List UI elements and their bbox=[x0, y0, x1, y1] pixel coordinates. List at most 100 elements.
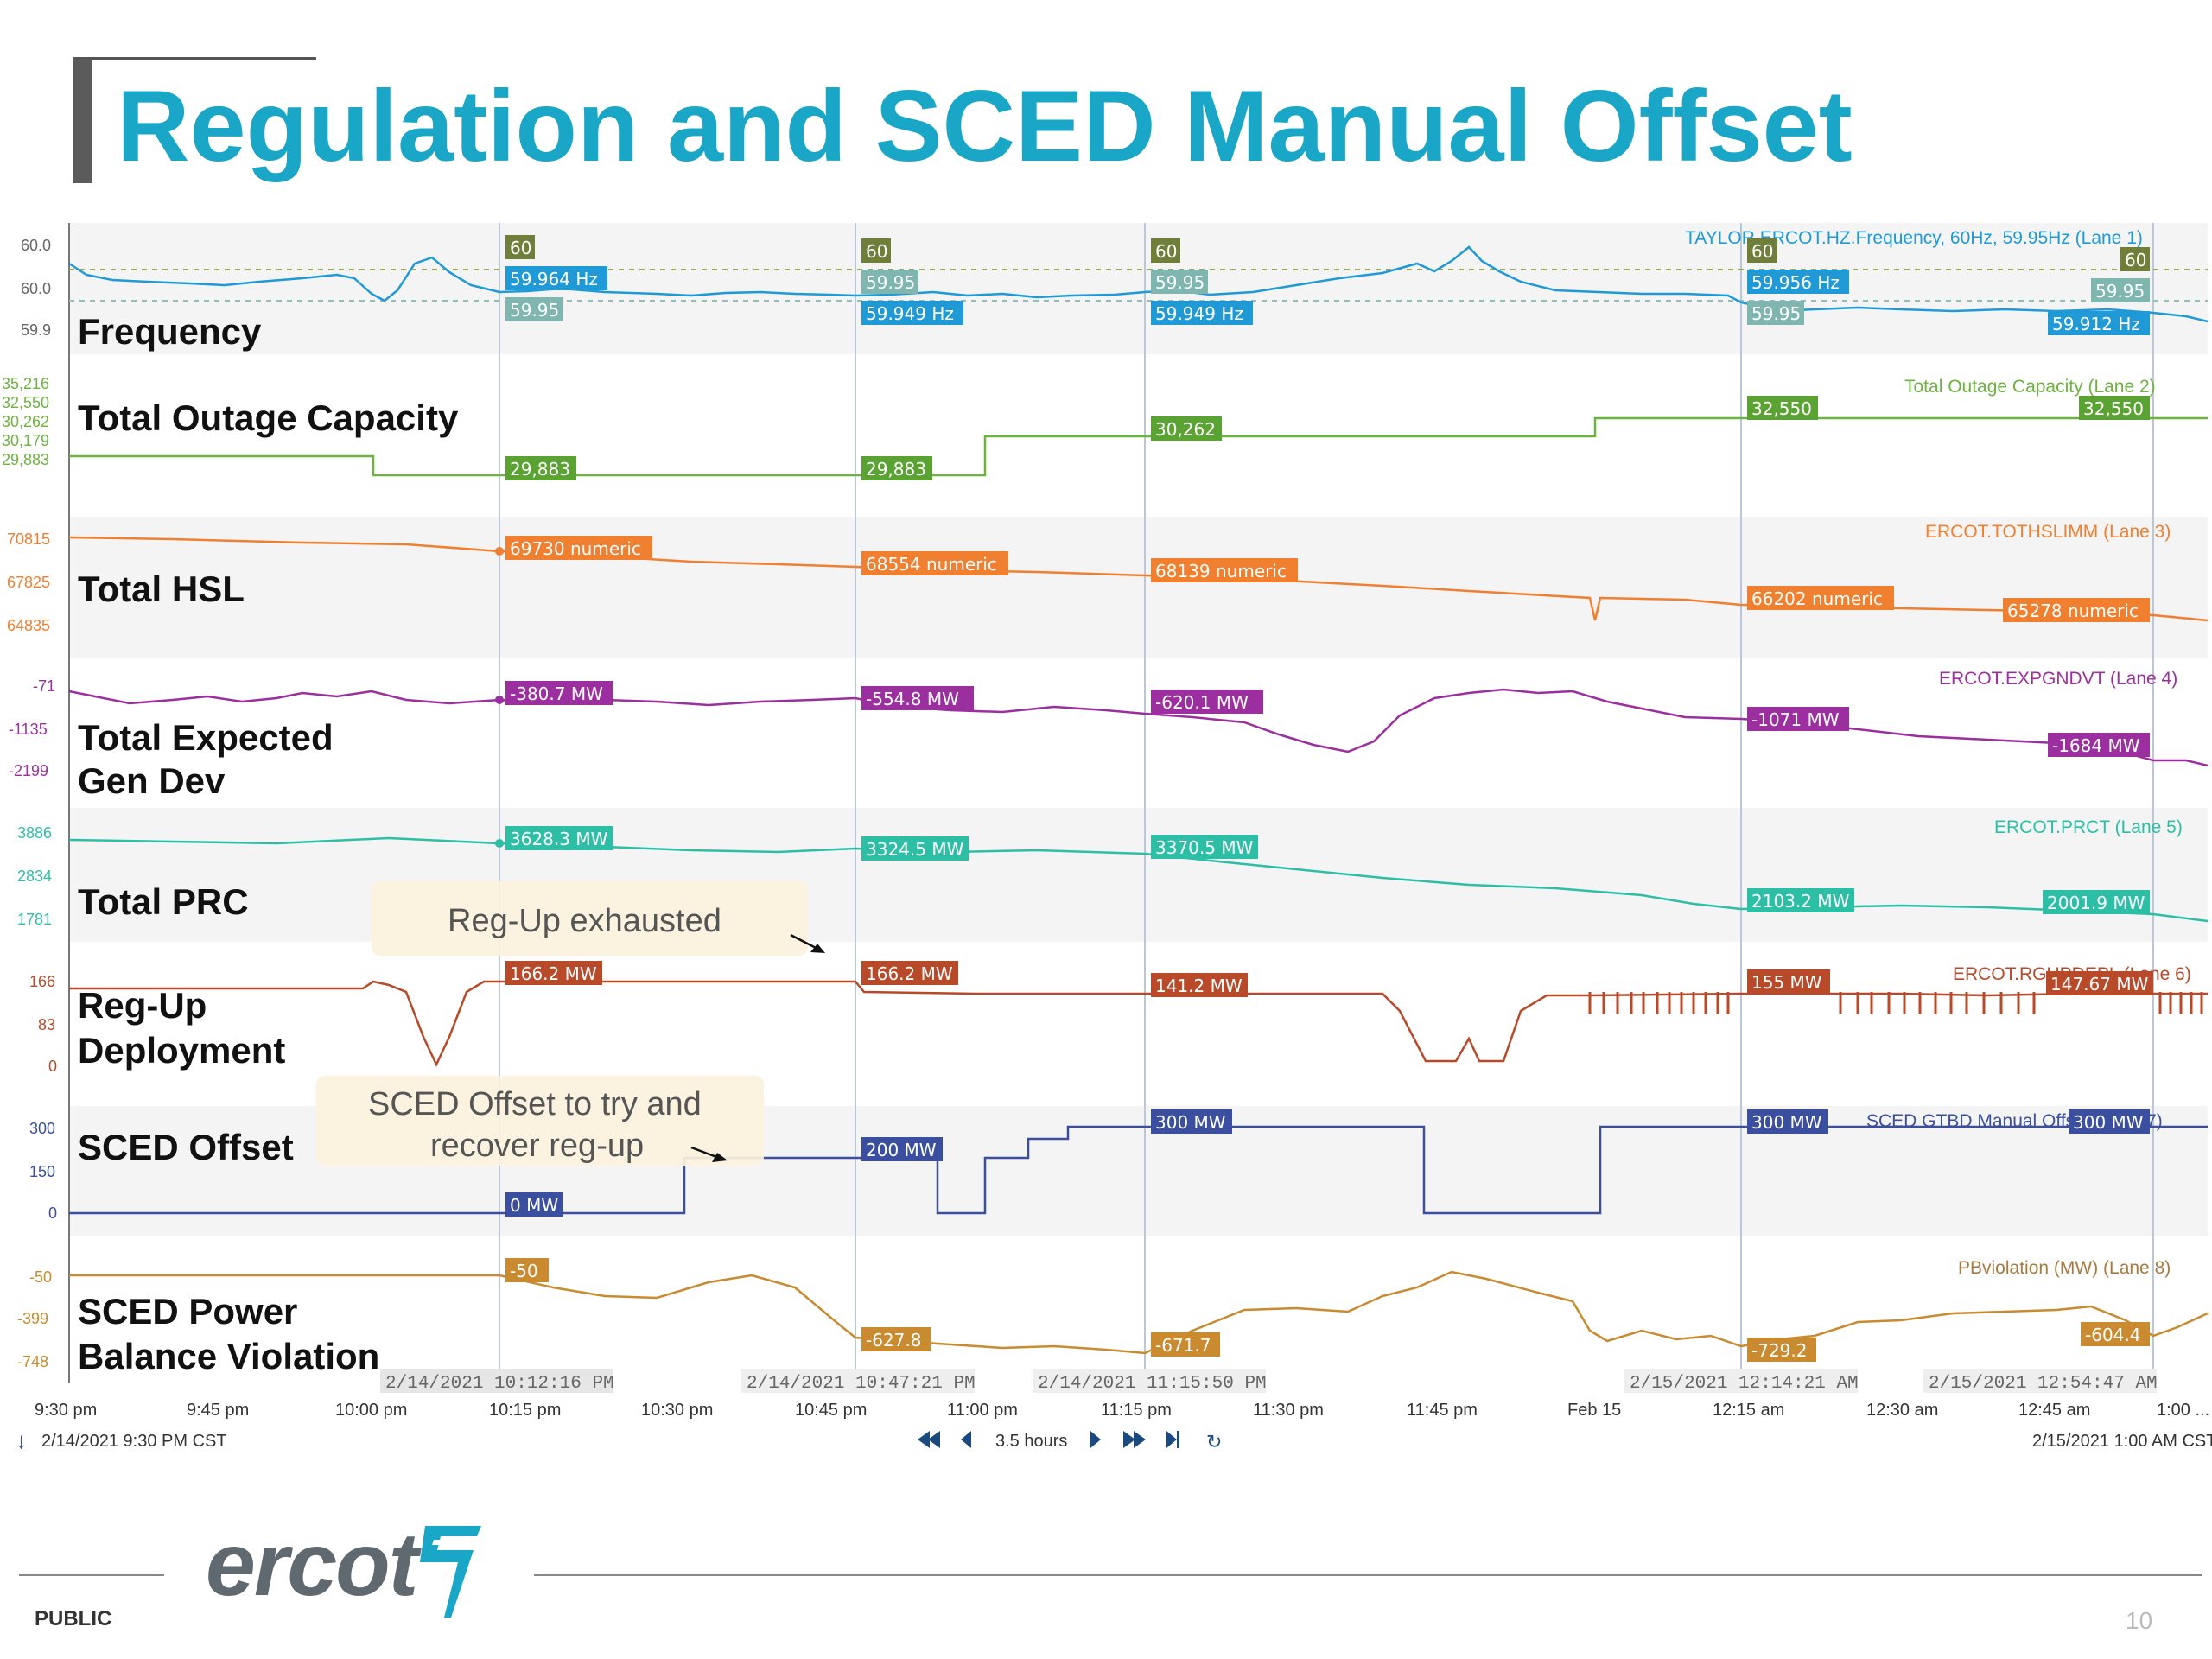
annotation-arrowhead bbox=[810, 944, 825, 953]
lane-title-prc: Total PRC bbox=[78, 881, 249, 922]
lane-frequency[interactable]: 60.0 60.0 59.9 Frequency TAYLOR.ERCOT.HZ… bbox=[21, 228, 2209, 352]
time-tick: 11:45 pm bbox=[1407, 1401, 1478, 1420]
time-tick: 11:30 pm bbox=[1253, 1401, 1324, 1420]
step-forward-icon[interactable] bbox=[1090, 1431, 1101, 1448]
trend-chart[interactable]: 60.0 60.0 59.9 Frequency TAYLOR.ERCOT.HZ… bbox=[0, 218, 2212, 1462]
svg-text:-620.1 MW: -620.1 MW bbox=[1155, 692, 1249, 713]
flag: 60 bbox=[1151, 238, 1180, 263]
flag: 3324.5 MW bbox=[861, 836, 969, 861]
flag: -604.4 bbox=[2081, 1322, 2150, 1346]
flag: 59.949 Hz bbox=[1151, 301, 1253, 325]
flag: 68554 numeric bbox=[861, 551, 1008, 575]
lane-prc[interactable]: 3886 2834 1781 Total PRC ERCOT.PRCT (Lan… bbox=[17, 817, 2209, 956]
flag: 32,550 bbox=[1747, 396, 1818, 420]
svg-text:0 MW: 0 MW bbox=[510, 1195, 558, 1216]
lane-regup[interactable]: 166 83 0 Reg-Up Deployment ERCOT.RGUPDEP… bbox=[29, 961, 2208, 1075]
flag: 3628.3 MW bbox=[505, 826, 613, 850]
cursor-label: 2/15/2021 12:54:47 AM bbox=[1929, 1374, 2158, 1394]
y-tick: 67825 bbox=[7, 574, 50, 591]
y-tick: 30,179 bbox=[2, 432, 49, 449]
flag: -1071 MW bbox=[1747, 707, 1849, 731]
cursor-label: 2/15/2021 12:14:21 AM bbox=[1630, 1374, 1859, 1394]
annotation-sced-offset-line1: SCED Offset to try and bbox=[368, 1086, 702, 1122]
svg-text:-554.8 MW: -554.8 MW bbox=[866, 689, 959, 709]
svg-text:29,883: 29,883 bbox=[510, 459, 570, 480]
rewind-fast-icon[interactable] bbox=[918, 1431, 930, 1448]
flag: 60 bbox=[861, 238, 891, 263]
time-tick: 9:30 pm bbox=[35, 1401, 97, 1420]
lane-pbv[interactable]: -50 -399 -748 SCED Power Balance Violati… bbox=[17, 1258, 2209, 1376]
lane-outage[interactable]: 35,216 32,550 30,262 30,179 29,883 Total… bbox=[2, 375, 2208, 480]
svg-text:3370.5 MW: 3370.5 MW bbox=[1155, 837, 1254, 858]
forward-fast-icon-b bbox=[1134, 1431, 1146, 1448]
flag: 59.949 Hz bbox=[861, 301, 963, 325]
step-back-icon[interactable] bbox=[961, 1431, 971, 1448]
lane-legend-gen-dev: ERCOT.EXPGNDVT (Lane 4) bbox=[1939, 669, 2177, 689]
jump-end-bar bbox=[1177, 1431, 1179, 1448]
svg-text:-50: -50 bbox=[510, 1261, 538, 1281]
svg-text:-380.7 MW: -380.7 MW bbox=[510, 683, 603, 704]
y-tick: -748 bbox=[17, 1353, 48, 1370]
svg-text:-729.2: -729.2 bbox=[1751, 1340, 1807, 1361]
lane-sced-offset[interactable]: 300 150 0 SCED Offset SCED GTBD Manual O… bbox=[29, 1076, 2208, 1222]
y-tick: 30,262 bbox=[2, 413, 49, 430]
lane-title-pbv: SCED Power bbox=[78, 1291, 297, 1332]
page-number: 10 bbox=[2126, 1607, 2153, 1634]
lane-gen-dev[interactable]: -71 -1135 -2199 Total Expected Gen Dev E… bbox=[9, 669, 2209, 801]
regup-series bbox=[69, 980, 2208, 1067]
outage-series bbox=[69, 416, 2208, 477]
slide-title: Regulation and SCED Manual Offset bbox=[117, 69, 1853, 182]
lane-title-regup-2: Deployment bbox=[78, 1030, 285, 1071]
svg-text:65278 numeric: 65278 numeric bbox=[2007, 601, 2139, 621]
flag: 155 MW bbox=[1747, 969, 1830, 994]
flag: 2001.9 MW bbox=[2043, 890, 2150, 914]
lane-hsl[interactable]: 70815 67825 64835 Total HSL ERCOT.TOTHSL… bbox=[7, 522, 2209, 634]
y-tick: 59.9 bbox=[21, 321, 51, 339]
svg-text:-1684 MW: -1684 MW bbox=[2052, 735, 2140, 756]
lane-title-gen-dev: Total Expected bbox=[78, 717, 334, 758]
cursor-lines bbox=[499, 223, 2154, 1387]
svg-text:60: 60 bbox=[510, 238, 531, 258]
jump-end-icon[interactable] bbox=[1166, 1431, 1177, 1448]
svg-text:59.949 Hz: 59.949 Hz bbox=[866, 303, 954, 324]
svg-text:59.912 Hz: 59.912 Hz bbox=[2052, 314, 2140, 334]
flag: 68139 numeric bbox=[1151, 558, 1298, 582]
flag: -380.7 MW bbox=[505, 681, 613, 705]
svg-text:60: 60 bbox=[2125, 250, 2146, 270]
refresh-icon[interactable]: ↻ bbox=[1206, 1431, 1222, 1452]
flag: 32,550 bbox=[2079, 396, 2150, 420]
cursor-labels: 2/14/2021 10:12:16 PM 2/14/2021 10:47:21… bbox=[380, 1369, 2158, 1394]
flag: -671.7 bbox=[1151, 1332, 1220, 1357]
y-tick: -71 bbox=[33, 677, 55, 695]
playback-controls[interactable]: 3.5 hours ↻ bbox=[918, 1431, 1222, 1452]
flag: 65278 numeric bbox=[2003, 598, 2150, 622]
y-tick: 1781 bbox=[17, 911, 52, 928]
cursor-label: 2/14/2021 11:15:50 PM bbox=[1038, 1374, 1267, 1394]
svg-text:-604.4: -604.4 bbox=[2085, 1325, 2140, 1345]
ercot-logo-bolt-icon bbox=[420, 1526, 481, 1618]
flag: 59.95 bbox=[1151, 270, 1208, 294]
range-start-label: 2/14/2021 9:30 PM CST bbox=[41, 1432, 227, 1451]
svg-text:59.964 Hz: 59.964 Hz bbox=[510, 269, 598, 289]
svg-text:300 MW: 300 MW bbox=[1751, 1112, 1822, 1133]
time-tick: 1:00 ... bbox=[2157, 1401, 2209, 1420]
flag: -554.8 MW bbox=[861, 686, 974, 710]
flag: 166.2 MW bbox=[861, 961, 958, 985]
svg-text:300 MW: 300 MW bbox=[2073, 1112, 2144, 1133]
range-start[interactable]: ↓ 2/14/2021 9:30 PM CST bbox=[16, 1427, 227, 1453]
lane-title-hsl: Total HSL bbox=[78, 569, 245, 609]
range-end-label[interactable]: 2/15/2021 1:00 AM CST bbox=[2032, 1432, 2212, 1451]
annotation-box-sced-offset bbox=[316, 1076, 764, 1166]
flag: 60 bbox=[1747, 238, 1777, 263]
flag: 69730 numeric bbox=[505, 536, 652, 560]
lane-title-regup: Reg-Up bbox=[78, 985, 207, 1026]
flag: 59.95 bbox=[2091, 278, 2150, 302]
lane-title-frequency: Frequency bbox=[78, 311, 262, 352]
flag: 166.2 MW bbox=[505, 961, 602, 985]
lane-legend-prc: ERCOT.PRCT (Lane 5) bbox=[1994, 817, 2183, 837]
time-tick: 11:00 pm bbox=[947, 1401, 1018, 1420]
title-accent-bar bbox=[73, 57, 92, 183]
footer-rule-left bbox=[19, 1574, 164, 1576]
svg-text:-1071 MW: -1071 MW bbox=[1751, 709, 1840, 730]
forward-fast-icon[interactable] bbox=[1123, 1431, 1135, 1448]
